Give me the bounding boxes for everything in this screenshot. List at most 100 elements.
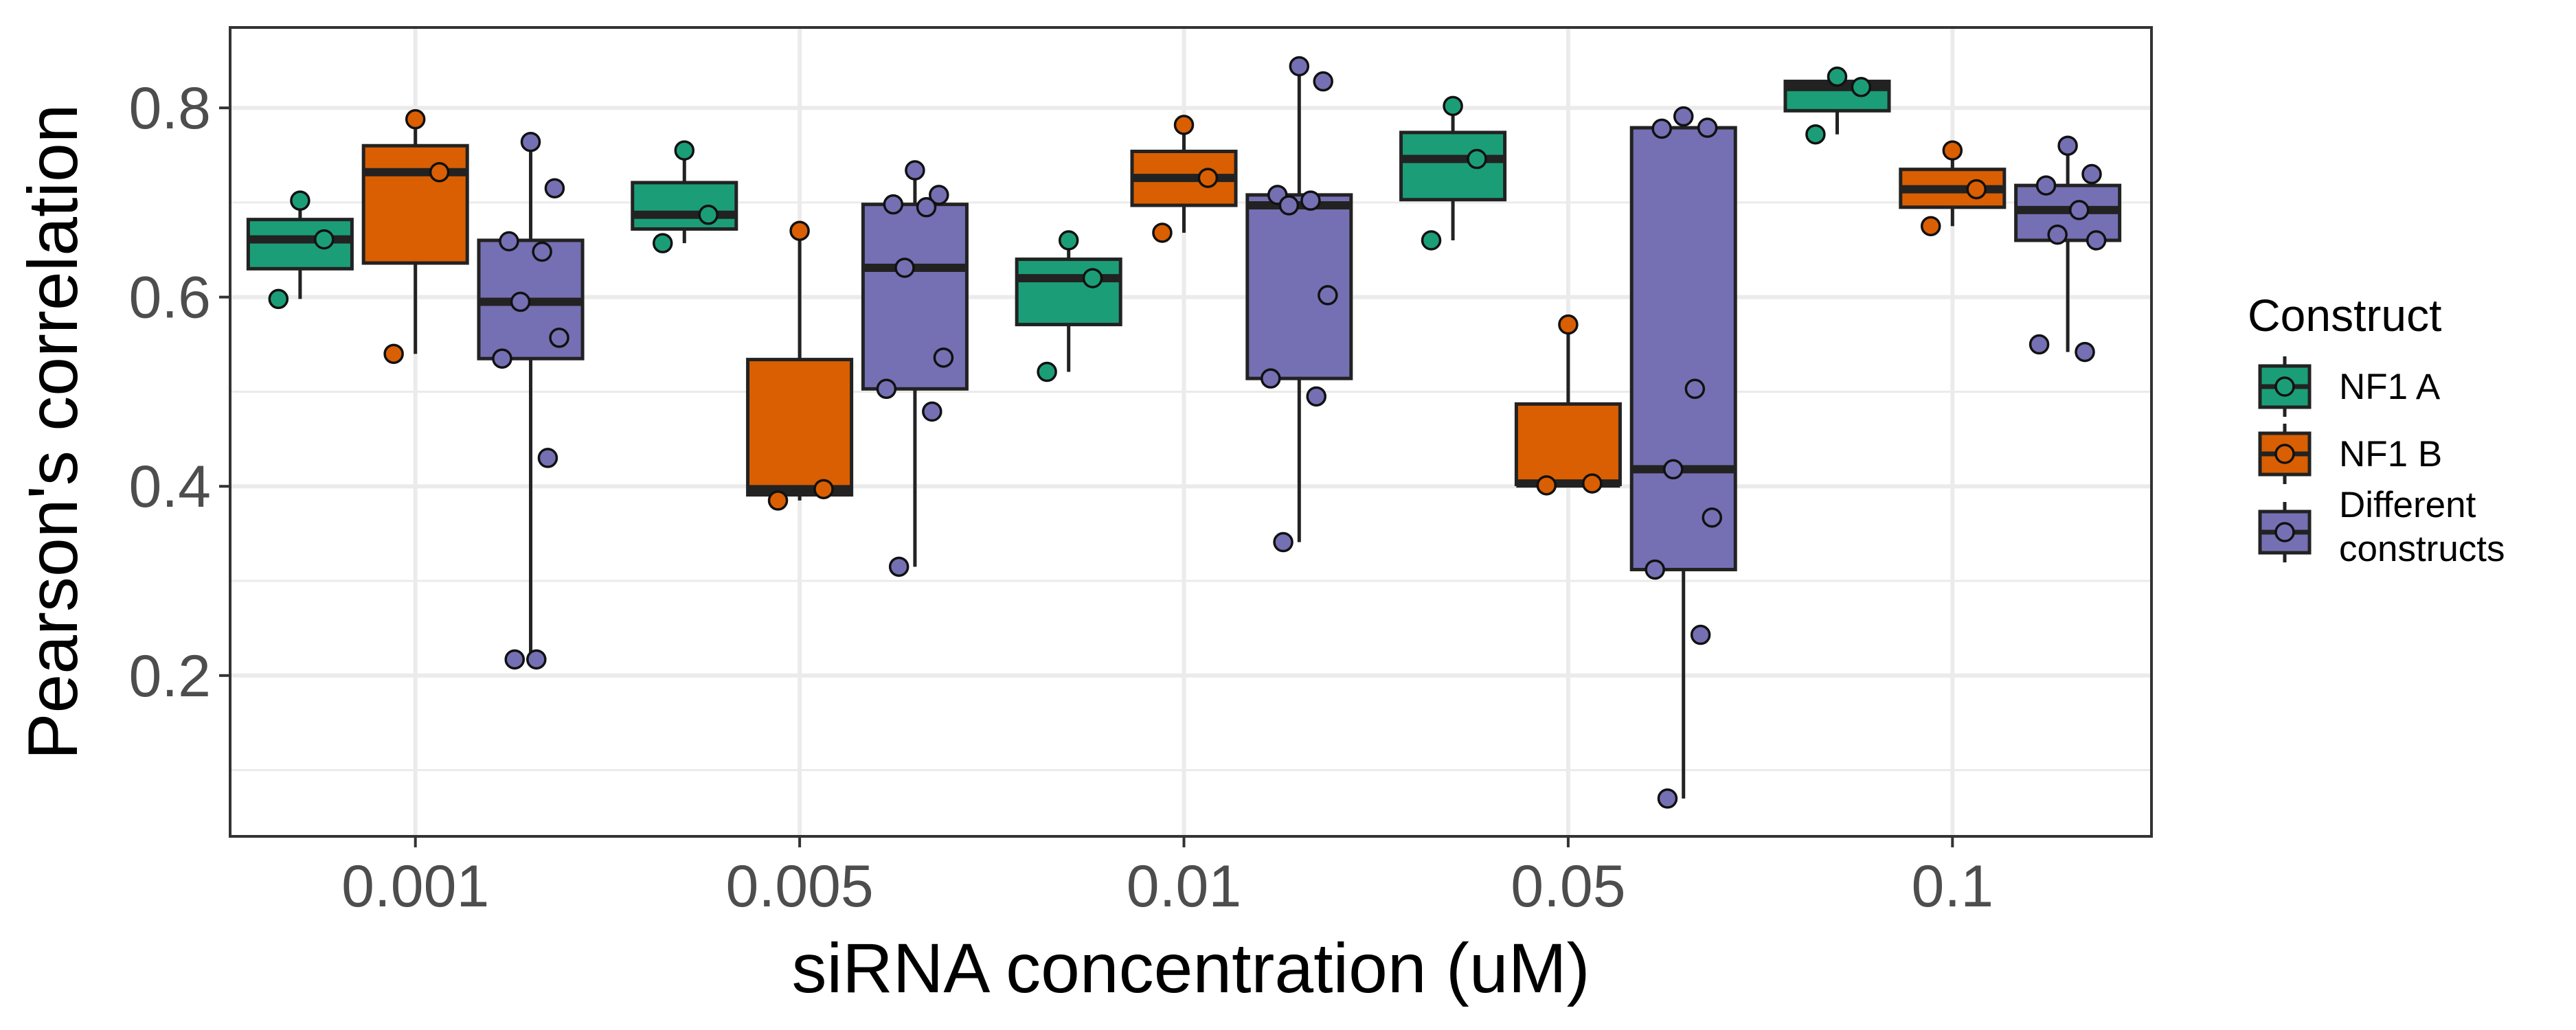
- data-point: [492, 348, 512, 369]
- data-point: [883, 194, 904, 215]
- data-point: [1318, 285, 1338, 306]
- data-point: [1278, 195, 1300, 216]
- data-point: [916, 197, 937, 218]
- box-nf1-b-0.005: [746, 231, 854, 501]
- data-point: [2057, 135, 2078, 156]
- data-point: [1663, 459, 1684, 480]
- data-point: [1306, 386, 1326, 407]
- data-point: [1273, 531, 1293, 553]
- legend-item-different-constructs: Different constructs: [2258, 485, 2505, 569]
- data-point: [290, 190, 310, 211]
- box-nf1-a-0.01: [1015, 240, 1122, 372]
- plot-background: [230, 27, 2151, 836]
- x-tick-label: 0.001: [341, 854, 489, 919]
- data-point: [1467, 148, 1487, 170]
- data-points: [268, 56, 2107, 809]
- legend-item-nf1-a: NF1 A: [2258, 356, 2441, 417]
- data-point: [2029, 334, 2050, 355]
- data-point: [429, 162, 450, 183]
- data-point: [2035, 175, 2057, 196]
- data-point: [2081, 163, 2102, 185]
- data-point: [405, 108, 426, 130]
- box-body: [746, 358, 854, 497]
- box-nf1-b-0.1: [1899, 150, 2007, 227]
- box-nf1-a-0.005: [631, 150, 738, 244]
- legend-label-line: constructs: [2339, 529, 2505, 569]
- x-tick-label: 0.01: [1127, 854, 1241, 919]
- data-point: [905, 160, 925, 181]
- legend-item-nf1-b: NF1 B: [2258, 424, 2442, 484]
- data-point: [1690, 624, 1711, 645]
- data-point: [2086, 230, 2107, 251]
- data-point: [767, 490, 789, 511]
- x-axis: 0.001 0.005 0.01 0.05 0.1: [341, 836, 1993, 919]
- y-tick-label: 0.6: [128, 265, 211, 331]
- data-point: [1261, 368, 1281, 389]
- legend-title: Construct: [2248, 290, 2441, 341]
- plot-border: [229, 26, 2153, 838]
- legend-label: NF1 A: [2339, 367, 2441, 407]
- data-point: [1443, 95, 1463, 117]
- data-point: [1805, 124, 1826, 145]
- data-point: [1966, 179, 1987, 200]
- data-point: [652, 233, 673, 253]
- box-nf1-b-0.001: [361, 119, 469, 354]
- data-point: [894, 258, 915, 278]
- data-point: [933, 347, 954, 368]
- data-point: [789, 220, 810, 241]
- box-body: [361, 144, 469, 265]
- data-point: [504, 649, 526, 670]
- plot-panel: [229, 26, 2153, 838]
- legend-label-line: Different: [2339, 485, 2476, 525]
- data-point: [1851, 77, 1872, 98]
- box-body: [1015, 258, 1122, 327]
- data-point: [1651, 118, 1672, 139]
- data-point: [1657, 788, 1678, 809]
- data-point: [1082, 268, 1103, 288]
- x-axis-title: siRNA concentration (uM): [791, 929, 1590, 1007]
- data-point: [1702, 507, 1723, 528]
- data-point: [1536, 475, 1557, 496]
- data-point: [1645, 559, 1665, 580]
- data-point: [876, 378, 897, 400]
- box-body: [1629, 126, 1737, 571]
- box-different-constructs-0.05: [1629, 116, 1737, 799]
- data-point: [1558, 314, 1579, 335]
- x-tick-label: 0.1: [1912, 854, 1994, 919]
- y-tick-label: 0.8: [128, 76, 211, 141]
- data-point: [1313, 71, 1333, 92]
- box-body: [246, 218, 354, 271]
- box-body: [1245, 193, 1353, 380]
- data-point: [1673, 106, 1694, 127]
- data-point: [674, 140, 695, 161]
- data-point: [1037, 361, 1057, 382]
- data-point: [537, 448, 558, 468]
- data-point: [520, 131, 541, 152]
- box-series: [246, 66, 2122, 799]
- box-body: [1514, 402, 1622, 486]
- data-point: [499, 231, 519, 252]
- data-point: [929, 185, 949, 205]
- box-nf1-a-0.05: [1399, 106, 1507, 240]
- data-point: [268, 288, 289, 310]
- legend: Construct NF1 A NF1 B Different constructs: [2248, 290, 2505, 569]
- data-point: [1152, 222, 1173, 243]
- box-different-constructs-0.1: [2014, 146, 2122, 352]
- box-nf1-b-0.05: [1514, 324, 1622, 488]
- y-tick-label: 0.4: [128, 454, 211, 520]
- legend-key-point: [2274, 522, 2295, 542]
- data-point: [314, 229, 335, 250]
- box-body: [1399, 130, 1507, 202]
- data-point: [698, 205, 719, 225]
- data-point: [1697, 117, 1718, 138]
- data-point: [2047, 224, 2068, 245]
- data-point: [1300, 190, 1321, 211]
- legend-label: NF1 B: [2339, 434, 2442, 474]
- y-axis-title: Pearson's correlation: [14, 104, 92, 760]
- data-point: [1058, 230, 1079, 251]
- legend-key-point: [2274, 444, 2295, 464]
- data-point: [1942, 140, 1963, 161]
- data-point: [1197, 168, 1219, 188]
- data-point: [922, 401, 942, 422]
